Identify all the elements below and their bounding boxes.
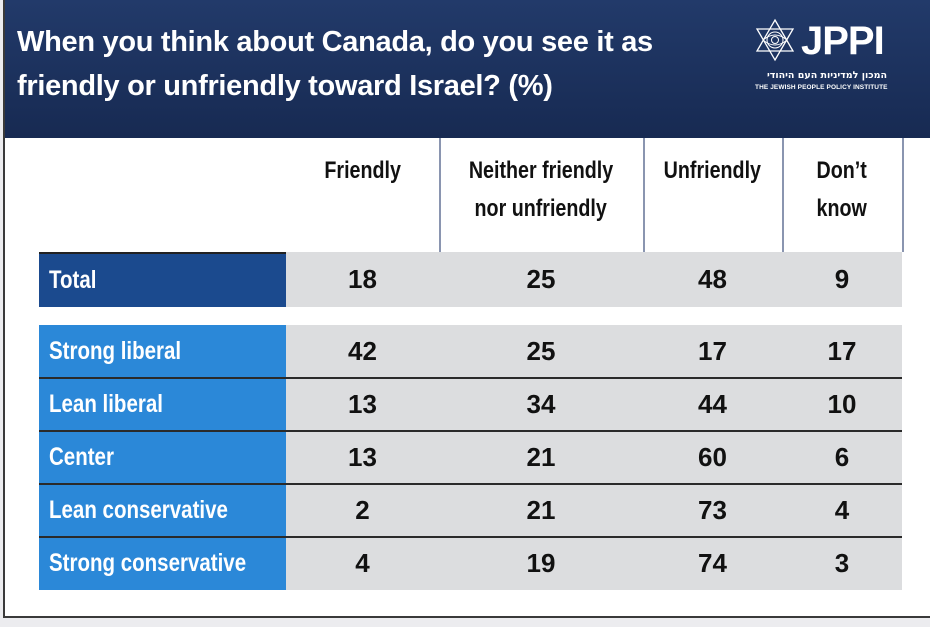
value-cell: 25 (526, 264, 556, 294)
row-label-text: Lean liberal (49, 390, 163, 418)
value-cell: 9 (834, 264, 850, 294)
title-line-1: When you think about Canada, do you see … (17, 26, 653, 58)
value-cell: 13 (348, 389, 377, 419)
total-row: 18 25 48 9 (286, 252, 902, 307)
row-separator (39, 536, 902, 538)
header-banner: When you think about Canada, do you see … (5, 0, 930, 138)
logo-wordmark: JPPI (801, 19, 885, 63)
column-divider (782, 138, 784, 252)
row-separator (39, 430, 902, 432)
group-row-label: Center (39, 431, 286, 484)
column-header: Don’t know (782, 138, 902, 252)
value-cell: 21 (526, 495, 556, 525)
value-cell: 74 (698, 548, 727, 578)
value-cell: 42 (348, 336, 377, 366)
value-cell: 60 (698, 442, 727, 472)
column-header-text: know (816, 195, 868, 222)
group-row-label: Lean conservative (39, 484, 286, 537)
value-cell: 73 (698, 495, 727, 525)
star-of-david-icon (755, 18, 795, 62)
value-cell: 17 (698, 336, 727, 366)
total-row-label: Total (39, 252, 286, 307)
column-header-text: Friendly (324, 157, 401, 184)
logo-english-tagline: THE JEWISH PEOPLE POLICY INSTITUTE (755, 84, 888, 91)
row-label-text: Total (49, 266, 97, 294)
group-row-label: Strong conservative (39, 537, 286, 590)
column-header: Friendly (286, 138, 439, 252)
column-header: Neither friendly nor unfriendly (439, 138, 643, 252)
title-line-2: friendly or unfriendly toward Israel? (%… (17, 70, 553, 102)
table-row: 13 21 60 6 (286, 431, 902, 484)
value-cell: 48 (698, 264, 727, 294)
column-divider (643, 138, 645, 252)
group-row-label: Lean liberal (39, 378, 286, 431)
row-label-text: Center (49, 443, 114, 471)
value-cell: 4 (834, 495, 850, 525)
column-header-text: Unfriendly (663, 157, 762, 184)
value-cell: 44 (698, 389, 727, 419)
row-label-text: Strong conservative (49, 549, 247, 577)
value-cell: 4 (355, 548, 370, 578)
value-cell: 2 (355, 495, 370, 525)
value-cell: 18 (348, 264, 377, 294)
value-cell: 10 (827, 389, 857, 419)
table-row: 2 21 73 4 (286, 484, 902, 537)
value-cell: 34 (526, 389, 556, 419)
column-header: Unfriendly (643, 138, 782, 252)
table-row: 13 34 44 10 (286, 378, 902, 431)
value-cell: 17 (827, 336, 857, 366)
column-header-text: nor unfriendly (474, 195, 608, 222)
column-divider (439, 138, 441, 252)
row-label-text: Strong liberal (49, 337, 182, 365)
value-cell: 21 (526, 442, 556, 472)
value-cell: 3 (834, 548, 850, 578)
column-divider (902, 138, 904, 252)
table-row: 4 19 74 3 (286, 537, 902, 590)
value-cell: 25 (526, 336, 556, 366)
row-separator (39, 377, 902, 379)
slide-title: When you think about Canada, do you see … (17, 20, 717, 108)
column-header-text: Neither friendly (468, 157, 614, 184)
jppi-logo: JPPI המכון למדיניות העם היהודי THE JEWIS… (753, 18, 923, 98)
row-label-text: Lean conservative (49, 496, 228, 524)
value-cell: 19 (526, 548, 556, 578)
slide: When you think about Canada, do you see … (3, 0, 930, 618)
value-cell: 6 (834, 442, 850, 472)
column-header-text: Don’t (816, 157, 868, 184)
row-separator (39, 483, 902, 485)
value-cell: 13 (348, 442, 377, 472)
table-row: 42 25 17 17 (286, 325, 902, 378)
logo-hebrew-tagline: המכון למדיניות העם היהודי (766, 70, 887, 81)
group-row-label: Strong liberal (39, 325, 286, 378)
